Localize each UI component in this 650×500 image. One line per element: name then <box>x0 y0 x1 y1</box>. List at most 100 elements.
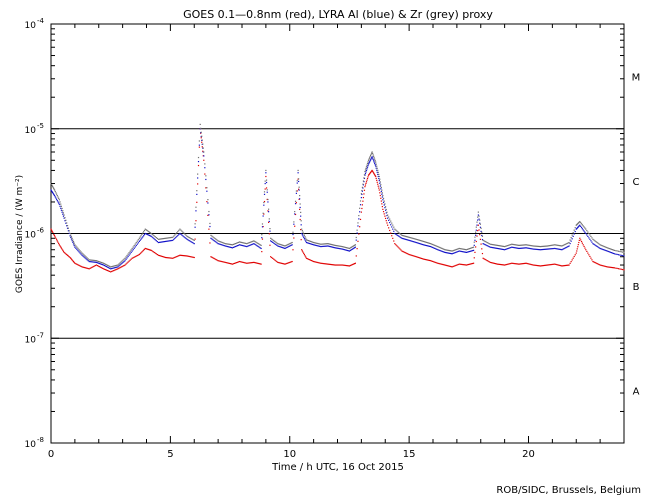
series-point <box>508 263 510 265</box>
series-point <box>413 241 415 243</box>
series-point <box>493 247 495 249</box>
series-point <box>92 261 94 263</box>
series-point <box>579 220 581 223</box>
series-point <box>319 243 321 245</box>
series-point <box>59 245 61 247</box>
series-point <box>551 244 553 246</box>
series-point <box>522 244 524 246</box>
series-point <box>349 249 351 252</box>
series-point <box>578 241 580 244</box>
series-point <box>533 264 535 266</box>
series-point <box>515 244 517 246</box>
series-point <box>287 243 289 246</box>
series-point <box>583 226 585 228</box>
series-point <box>103 264 106 267</box>
series-point <box>259 244 261 246</box>
series-point <box>564 247 566 249</box>
series-point <box>93 265 95 267</box>
series-point <box>179 254 181 256</box>
series-point <box>110 268 112 270</box>
series-point <box>544 264 547 266</box>
series-point <box>100 263 103 265</box>
series-point <box>259 247 261 249</box>
series-point <box>225 245 227 247</box>
series-point <box>97 260 100 263</box>
series-point <box>607 247 609 249</box>
series-point <box>371 156 373 158</box>
series-point <box>58 202 60 204</box>
series-point <box>567 242 569 244</box>
series-point <box>317 242 319 245</box>
series-point <box>570 240 572 242</box>
series-point <box>486 245 488 247</box>
series-point <box>290 244 292 246</box>
series-point <box>457 248 459 250</box>
series-point <box>509 247 511 249</box>
series-point <box>389 221 391 224</box>
series-point <box>544 245 547 247</box>
series-point <box>122 265 124 267</box>
series-point <box>371 157 373 159</box>
series-point <box>421 258 424 260</box>
series-point <box>471 246 474 249</box>
series-point <box>60 203 62 205</box>
series-point <box>73 244 75 247</box>
series-point <box>243 245 245 247</box>
series-point <box>374 158 376 160</box>
series-point <box>167 257 169 259</box>
series-point <box>465 251 468 254</box>
series-point <box>232 263 235 265</box>
series-point <box>347 247 350 249</box>
series-point <box>391 235 393 237</box>
series-point <box>180 229 182 231</box>
series-point <box>197 183 199 185</box>
series-point <box>382 208 384 210</box>
series-point <box>125 263 127 265</box>
series-point <box>65 219 67 221</box>
series-point <box>75 263 77 265</box>
series-point <box>563 244 565 246</box>
series-point <box>581 242 583 244</box>
series-point <box>448 252 450 254</box>
series-point <box>95 261 97 263</box>
series-point <box>273 242 275 244</box>
series-point <box>58 197 60 199</box>
series-point <box>304 236 306 238</box>
series-point <box>547 245 549 247</box>
series-point <box>174 256 176 259</box>
series-point <box>144 228 146 230</box>
series-point <box>440 250 442 252</box>
series-point <box>453 252 455 254</box>
series-point <box>381 196 383 198</box>
series-point <box>361 190 363 192</box>
series-point <box>136 243 138 245</box>
series-point <box>591 237 593 239</box>
series-point <box>181 254 183 257</box>
series-point <box>146 233 148 235</box>
series-point <box>161 238 164 240</box>
series-point <box>118 267 120 269</box>
series-point <box>72 241 74 243</box>
series-point <box>417 239 419 241</box>
series-point <box>183 232 185 234</box>
series-point <box>101 264 104 266</box>
series-point <box>236 242 239 244</box>
series-point <box>200 131 202 133</box>
series-point <box>525 262 527 264</box>
series-point <box>168 237 170 239</box>
series-point <box>263 193 266 195</box>
series-point <box>143 234 146 236</box>
series-point <box>394 243 396 245</box>
series-point <box>376 179 378 181</box>
series-point <box>467 251 470 253</box>
series-point <box>542 248 545 251</box>
series-point <box>165 237 167 239</box>
series-point <box>370 158 372 160</box>
series-point <box>168 257 170 259</box>
series-point <box>256 245 258 247</box>
series-point <box>105 266 108 268</box>
series-point <box>133 256 135 258</box>
series-point <box>92 266 94 268</box>
series-point <box>239 241 241 243</box>
series-point <box>261 238 264 240</box>
